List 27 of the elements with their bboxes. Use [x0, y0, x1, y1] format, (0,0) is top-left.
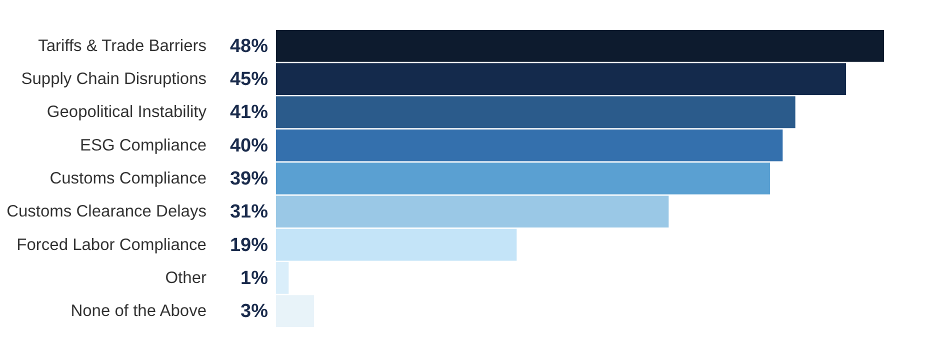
data-label: 45%: [230, 69, 268, 90]
data-label: 31%: [230, 202, 268, 223]
bar: [276, 129, 783, 162]
data-label: 1%: [240, 268, 268, 289]
y-tick-label: ESG Compliance: [80, 136, 206, 154]
bar: [276, 262, 289, 294]
y-tick-label: Supply Chain Disruptions: [21, 70, 206, 88]
y-tick-label: Tariffs & Trade Barriers: [38, 36, 206, 55]
y-tick-label: Geopolitical Instability: [46, 103, 208, 122]
data-label: 39%: [230, 168, 268, 190]
y-tick-label: Customs Compliance: [50, 170, 206, 188]
bar: [276, 228, 517, 261]
data-label: 48%: [230, 36, 268, 57]
data-label: 3%: [240, 301, 268, 322]
bar: [276, 96, 796, 128]
y-tick-label: Forced Labor Compliance: [16, 236, 206, 254]
data-label: 41%: [230, 102, 268, 124]
bar: [276, 162, 770, 194]
y-tick-label: None of the Above: [70, 302, 206, 320]
bar: [276, 295, 314, 327]
bar: [276, 196, 669, 228]
y-tick-label: Other: [165, 268, 207, 287]
bar: [276, 63, 846, 95]
data-label: 19%: [230, 234, 268, 256]
y-tick-label: Customs Clearance Delays: [6, 202, 206, 221]
data-label: 40%: [230, 135, 268, 156]
bar: [276, 30, 884, 62]
